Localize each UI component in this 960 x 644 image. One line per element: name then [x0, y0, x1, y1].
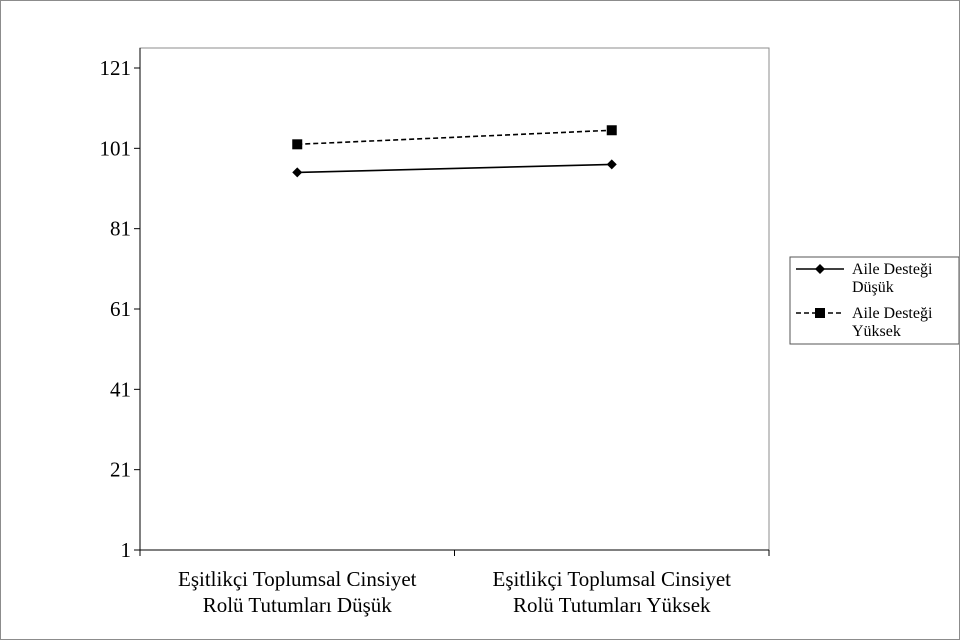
data-point-2-2: [606, 125, 617, 136]
data-point-1-1: [292, 167, 303, 178]
y-tick-label: 61: [110, 297, 131, 321]
y-tick-label: 41: [110, 377, 131, 401]
legend: Aile Desteği Düşük Aile Desteği Yüksek: [789, 256, 960, 345]
y-tick-label: 121: [100, 56, 132, 80]
legend-label-1: Aile Desteği Düşük: [852, 261, 933, 296]
y-tick-label: 81: [110, 217, 131, 241]
series-line-1: [297, 163, 612, 174]
data-point-1-2: [606, 159, 617, 170]
legend-label-2: Aile Desteği Yüksek: [852, 305, 933, 340]
plot-area-frame: [139, 47, 770, 551]
y-tick-label: 1: [121, 538, 132, 562]
x-tick-label: Eşitlikçi Toplumsal Cinsiyet Rolü Tutumla…: [178, 567, 417, 617]
series-layer: [292, 125, 617, 178]
y-tick-label: 21: [110, 458, 131, 482]
series-line-2: [297, 129, 612, 146]
legend-marker-2: [815, 308, 825, 318]
y-tick-label: 101: [100, 136, 132, 160]
data-point-2-1: [292, 139, 303, 150]
x-tick-label: Eşitlikçi Toplumsal Cinsiyet Rolü Tutumla…: [493, 567, 732, 617]
legend-marker-1: [815, 264, 825, 274]
